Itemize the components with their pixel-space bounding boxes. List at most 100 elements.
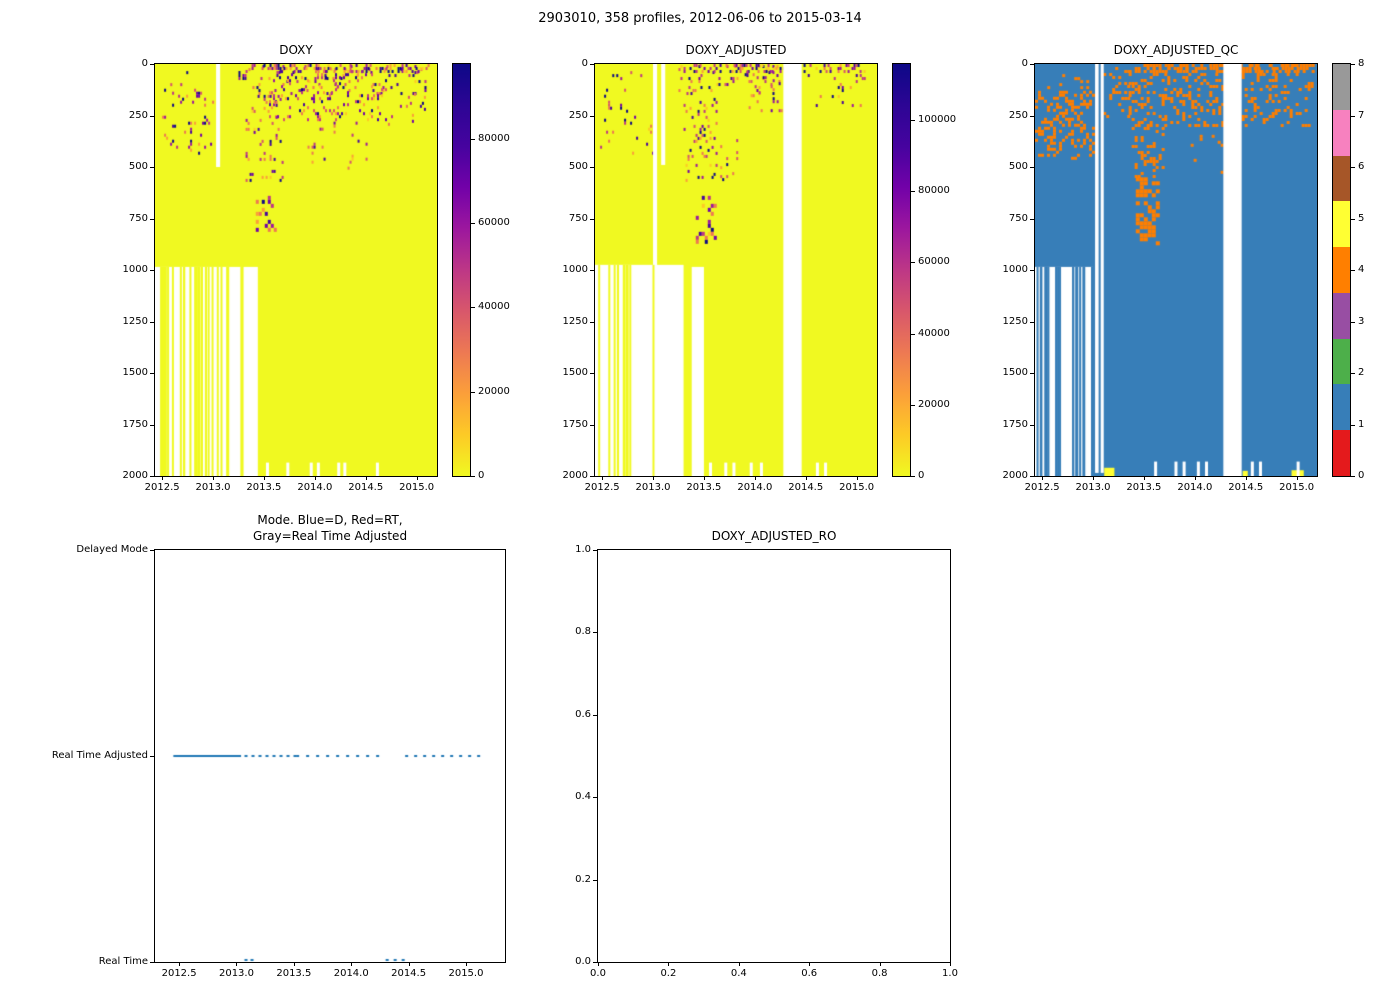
x-tick-mark <box>1245 476 1247 480</box>
colorbar-tick-label: 60000 <box>478 217 510 229</box>
colorbar-tick-label: 3 <box>1358 315 1365 327</box>
colorbar-tick-label: 1 <box>1358 418 1365 430</box>
x-tick-mark <box>408 962 410 966</box>
x-tick-mark <box>179 962 181 966</box>
x-tick-label: 2012.5 <box>161 968 197 979</box>
x-tick-label: 2013.5 <box>686 482 722 493</box>
plot-axes <box>597 549 951 963</box>
y-tick-mark <box>590 115 594 117</box>
colorbar-tick-mark <box>1351 270 1355 271</box>
x-tick-label: 2015.0 <box>399 482 435 493</box>
x-tick-label: 2014.5 <box>1228 482 1264 493</box>
x-tick-label: 2014.0 <box>333 968 369 979</box>
x-tick-label: 0.6 <box>801 968 818 979</box>
y-tick-label: 500 <box>568 161 588 172</box>
y-tick-label: 250 <box>1008 109 1028 121</box>
x-tick-mark <box>416 476 418 480</box>
colorbar-tick-mark <box>911 476 915 477</box>
x-tick-mark <box>314 476 316 480</box>
colorbar-tick-mark <box>1351 64 1355 65</box>
y-tick-label: 1250 <box>122 315 148 327</box>
colorbar-tick-mark <box>471 307 475 309</box>
y-tick-mark <box>590 373 594 374</box>
x-tick-mark <box>1143 476 1145 480</box>
figure-title: 2903010, 358 profiles, 2012-06-06 to 201… <box>538 11 862 26</box>
colorbar-tick-label: 40000 <box>478 301 510 313</box>
plot-axes <box>1034 63 1318 477</box>
plot-axes <box>154 63 438 477</box>
x-tick-label: 2015.0 <box>1279 482 1315 493</box>
y-tick-mark <box>1030 321 1034 323</box>
heatmap-canvas <box>595 64 877 476</box>
x-tick-mark <box>653 476 655 480</box>
colorbar-tick-label: 6 <box>1358 161 1365 172</box>
x-tick-label: 2013.0 <box>635 482 671 493</box>
x-tick-mark <box>879 962 881 966</box>
y-tick-mark <box>590 321 594 323</box>
y-tick-label: 0.6 <box>575 708 591 720</box>
x-tick-mark <box>1296 476 1298 480</box>
colorbar-tick-label: 80000 <box>478 132 510 144</box>
y-tick-mark <box>1030 115 1034 117</box>
colorbar-tick-label: 5 <box>1358 212 1365 224</box>
y-tick-mark <box>150 424 154 426</box>
colorbar-tick-label: 2 <box>1358 367 1365 378</box>
x-tick-label: 2013.0 <box>195 482 231 493</box>
colorbar-tick-mark <box>1351 167 1355 168</box>
colorbar-tick-mark <box>911 333 915 335</box>
colorbar-segment <box>1333 338 1350 385</box>
colorbar-tick-label: 0 <box>478 470 485 481</box>
colorbar-tick-mark <box>1351 218 1355 220</box>
y-tick-label: 1750 <box>1002 418 1028 430</box>
plot-axes <box>594 63 878 477</box>
x-tick-label: 2012.5 <box>584 482 620 493</box>
x-tick-mark <box>856 476 858 480</box>
colorbar-segment <box>1333 292 1350 339</box>
x-tick-mark <box>465 962 467 966</box>
x-tick-mark <box>668 962 670 966</box>
colorbar-tick-mark <box>471 138 475 140</box>
colorbar-tick-label: 40000 <box>918 327 950 339</box>
y-tick-mark <box>150 321 154 323</box>
y-tick-label: 1000 <box>122 264 148 275</box>
y-tick-label: 500 <box>128 161 148 172</box>
x-tick-label: 1.0 <box>942 968 958 979</box>
y-tick-label: 1750 <box>122 418 148 430</box>
colorbar-tick-mark <box>911 191 915 193</box>
x-tick-label: 0.4 <box>730 968 747 979</box>
y-tick-mark <box>593 797 597 799</box>
y-tick-label: 1750 <box>562 418 588 430</box>
colorbar-tick-label: 0 <box>1358 470 1365 481</box>
x-tick-mark <box>809 962 811 966</box>
colorbar-tick-mark <box>911 119 915 121</box>
y-tick-mark <box>150 476 154 477</box>
x-tick-label: 2015.0 <box>448 968 484 979</box>
colorbar-tick-mark <box>1351 321 1355 323</box>
plot-title: DOXY_ADJUSTED <box>685 43 787 57</box>
colorbar-tick-mark <box>1351 373 1355 374</box>
x-tick-mark <box>754 476 756 480</box>
y-tick-label: 2000 <box>122 470 148 481</box>
y-tick-mark <box>150 962 154 963</box>
heatmap-canvas <box>1035 64 1317 476</box>
y-tick-label: 1000 <box>562 264 588 275</box>
y-tick-label: 1.0 <box>575 544 591 555</box>
y-tick-label: 1500 <box>122 367 148 378</box>
y-tick-label: Real Time Adjusted <box>51 750 148 761</box>
plot-title: DOXY_ADJUSTED_QC <box>1113 43 1239 57</box>
x-tick-mark <box>351 962 353 966</box>
y-tick-mark <box>590 64 594 65</box>
x-tick-label: 0.8 <box>871 968 888 979</box>
y-tick-label: 1500 <box>1002 367 1028 378</box>
y-tick-mark <box>1030 167 1034 168</box>
x-tick-label: 2012.5 <box>144 482 180 493</box>
colorbar-tick-label: 20000 <box>918 398 950 410</box>
y-tick-mark <box>1030 424 1034 426</box>
y-tick-mark <box>1030 476 1034 477</box>
x-tick-mark <box>805 476 807 480</box>
x-tick-label: 0.0 <box>590 968 606 979</box>
y-tick-mark <box>590 424 594 426</box>
y-tick-label: 0.2 <box>575 873 591 885</box>
